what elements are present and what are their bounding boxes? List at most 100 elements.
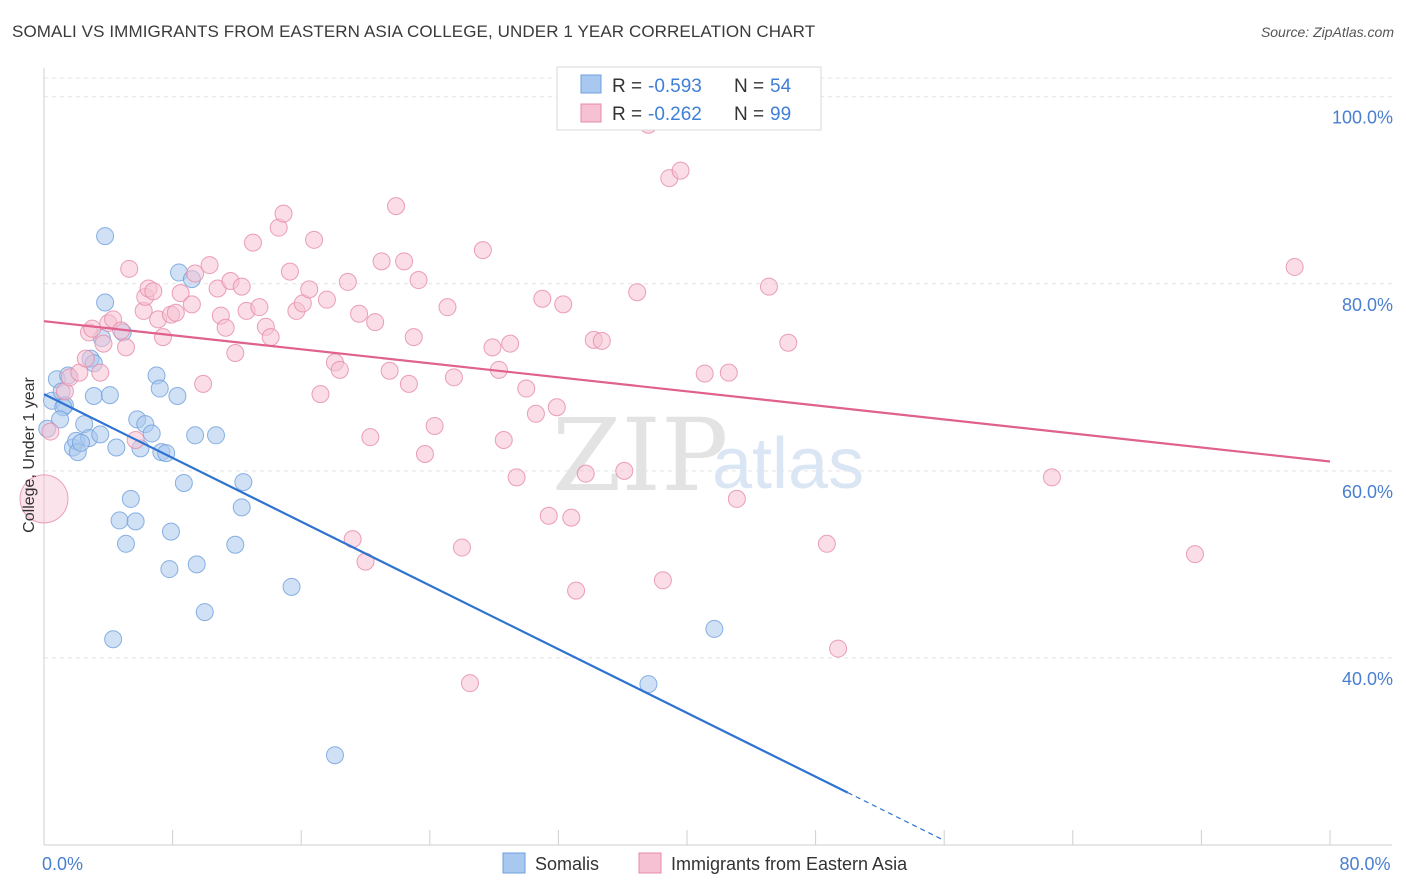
point-eastern-asia-67 [444,368,463,387]
data-points [19,115,1304,765]
point-somalis-43 [207,426,226,445]
source-label: Source: ZipAtlas.com [1260,24,1394,40]
point-eastern-asia-19 [144,282,163,301]
point-eastern-asia-48 [317,290,336,309]
point-somalis-47 [282,577,301,596]
point-eastern-asia-56 [366,313,385,332]
point-eastern-asia-74 [501,334,520,353]
point-somalis-38 [174,474,193,493]
point-eastern-asia-100 [1042,468,1061,487]
point-eastern-asia-68 [452,538,471,557]
point-somalis-48 [325,746,344,765]
point-eastern-asia-86 [592,331,611,350]
legend-top-n-value-somalis: 54 [770,76,792,97]
point-eastern-asia-69 [460,674,479,693]
point-eastern-asia-45 [300,280,319,299]
axes [43,68,1392,846]
point-eastern-asia-1 [41,422,60,441]
point-eastern-asia-7 [83,319,102,338]
point-somalis-17 [96,293,115,312]
point-somalis-29 [142,424,161,443]
point-eastern-asia-65 [425,416,444,435]
point-eastern-asia-79 [539,506,558,525]
legend-top-r-label-somalis: R = [612,76,642,97]
point-eastern-asia-59 [387,197,406,216]
point-eastern-asia-28 [200,256,219,275]
point-eastern-asia-101 [1185,545,1204,564]
point-somalis-19 [100,386,119,405]
point-somalis-33 [157,444,176,463]
point-eastern-asia-87 [615,461,634,480]
legend-top-swatch-somalis [580,74,602,94]
point-somalis-51 [705,619,724,638]
point-eastern-asia-42 [280,262,299,281]
point-somalis-49 [104,630,123,649]
y-tick-label-3: 100.0% [1332,108,1393,128]
point-somalis-42 [195,603,214,622]
point-somalis-20 [107,438,126,457]
legend-top-r-value-eastern-asia: -0.262 [648,104,702,125]
point-eastern-asia-14 [120,259,139,278]
chart-title: SOMALI VS IMMIGRANTS FROM EASTERN ASIA C… [12,22,816,41]
legend-top-n-label-eastern-asia: N = [734,104,764,125]
point-eastern-asia-99 [829,639,848,658]
point-eastern-asia-51 [338,272,357,291]
point-eastern-asia-23 [166,303,185,322]
point-somalis-25 [126,512,145,531]
point-eastern-asia-13 [116,338,135,357]
point-eastern-asia-96 [759,277,778,296]
point-eastern-asia-60 [395,252,414,271]
x-tick-label-0: 0.0% [42,854,83,874]
point-somalis-14 [84,387,103,406]
point-somalis-46 [234,473,253,492]
point-somalis-35 [161,522,180,541]
legend-top-n-label-somalis: N = [734,76,764,97]
point-eastern-asia-24 [171,284,190,303]
point-eastern-asia-21 [153,328,172,347]
point-eastern-asia-39 [261,328,280,347]
point-somalis-41 [187,555,206,574]
point-eastern-asia-95 [727,489,746,508]
y-axis-label: College, Under 1 year [21,377,38,533]
point-eastern-asia-88 [628,283,647,302]
point-somalis-40 [186,426,205,445]
legend-top-r-label-eastern-asia: R = [612,104,642,125]
point-somalis-15 [91,425,110,444]
point-eastern-asia-77 [526,404,545,423]
point-eastern-asia-75 [507,468,526,487]
point-eastern-asia-81 [554,295,573,314]
point-eastern-asia-25 [182,295,201,314]
point-somalis-45 [232,498,251,517]
point-eastern-asia-36 [243,233,262,252]
legend-bottom-label-somalis: Somalis [535,854,599,874]
point-eastern-asia-9 [94,334,113,353]
point-eastern-asia-0 [19,474,69,524]
point-eastern-asia-83 [567,581,586,600]
point-eastern-asia-66 [438,298,457,317]
point-eastern-asia-93 [695,364,714,383]
point-eastern-asia-46 [305,230,324,249]
point-eastern-asia-61 [399,374,418,393]
point-somalis-34 [160,560,179,579]
point-eastern-asia-82 [562,508,581,527]
point-eastern-asia-8 [91,363,110,382]
point-eastern-asia-94 [719,363,738,382]
legend-top-r-value-somalis: -0.593 [648,76,702,97]
trend-line-eastern-asia [43,320,1331,463]
x-tick-labels: 0.0% 80.0% [42,854,1391,874]
point-eastern-asia-64 [415,445,434,464]
point-eastern-asia-47 [311,385,330,404]
point-eastern-asia-62 [404,328,423,347]
point-somalis-23 [116,534,135,553]
point-somalis-24 [121,489,140,508]
point-somalis-21 [110,511,129,530]
point-eastern-asia-92 [671,161,690,180]
trend-line-somalis [43,393,849,794]
legend-top: R = -0.593 N = 54 R = -0.262 N = 99 [556,66,822,131]
point-somalis-44 [226,535,245,554]
legend-bottom-label-eastern-asia: Immigrants from Eastern Asia [671,854,908,874]
point-eastern-asia-71 [483,338,502,357]
point-eastern-asia-27 [194,374,213,393]
grid-lines [44,77,1392,659]
